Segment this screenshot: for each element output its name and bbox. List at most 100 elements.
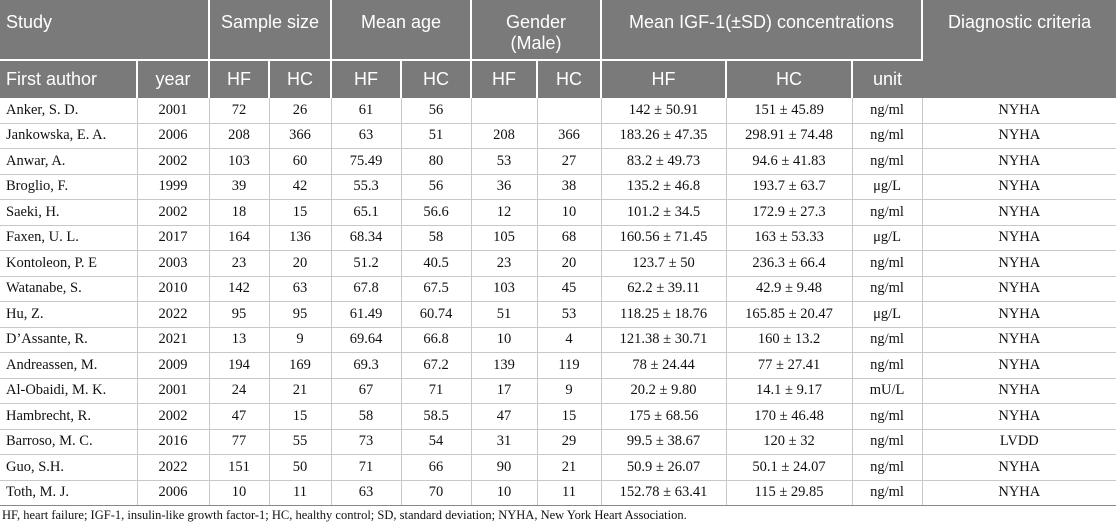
unit-cell: ng/ml [852,148,923,175]
igf-hc-cell: 170 ± 46.48 [726,403,853,430]
sample-size-hf-cell: 24 [209,378,270,404]
gender-hf-cell: 10 [471,480,538,506]
diagnostic-cell: NYHA [922,199,1116,226]
sample-size-hc-cell: 15 [269,199,332,226]
sample-size-hc-cell: 15 [269,403,332,430]
table-row: Hambrecht, R. 2002 47 15 58 58.5 47 15 175 ± 68.… [0,403,1116,430]
year-cell: 2022 [137,454,210,481]
diagnostic-cell: NYHA [922,250,1116,277]
sample-size-hf-cell: 151 [209,454,270,481]
header-igf-hf: HF [601,59,728,98]
header-study: Study [0,0,210,60]
table-row: Anker, S. D. 2001 72 26 61 56 142 ± 50.91 151 ±… [0,98,1116,124]
gender-hc-cell: 21 [537,454,602,481]
author-cell: Saeki, H. [0,199,138,226]
gender-hc-cell: 366 [537,123,602,149]
studies-table: Study Sample size Mean age Gender (Male)… [0,0,1116,506]
mean-age-hf-cell: 63 [331,480,402,506]
header-sample-size: Sample size [209,0,333,60]
igf-hc-cell: 77 ± 27.41 [726,352,853,379]
unit-cell: μg/L [852,174,923,200]
sample-size-hc-cell: 20 [269,250,332,277]
author-cell: Faxen, U. L. [0,225,138,251]
gender-hc-cell: 53 [537,301,602,328]
author-cell: Guo, S.H. [0,454,138,481]
sample-size-hf-cell: 23 [209,250,270,277]
unit-cell: ng/ml [852,429,923,455]
author-cell: Hambrecht, R. [0,403,138,430]
sample-size-hf-cell: 13 [209,327,270,353]
igf-hf-cell: 99.5 ± 38.67 [601,429,727,455]
year-cell: 1999 [137,174,210,200]
unit-cell: μg/L [852,225,923,251]
author-cell: Kontoleon, P. E [0,250,138,277]
year-cell: 2001 [137,98,210,124]
gender-hf-cell: 53 [471,148,538,175]
sample-size-hf-cell: 142 [209,276,270,302]
year-cell: 2002 [137,148,210,175]
igf-hf-cell: 121.38 ± 30.71 [601,327,727,353]
diagnostic-cell: NYHA [922,403,1116,430]
mean-age-hf-cell: 55.3 [331,174,402,200]
mean-age-hc-cell: 40.5 [401,250,472,277]
table-row: Watanabe, S. 2010 142 63 67.8 67.5 103 45 62.2 ±… [0,276,1116,302]
sample-size-hf-cell: 194 [209,352,270,379]
sample-size-hc-cell: 42 [269,174,332,200]
mean-age-hf-cell: 67 [331,378,402,404]
header-row-top: Study Sample size Mean age Gender (Male)… [0,0,1116,98]
year-cell: 2016 [137,429,210,455]
header-age-hc: HC [401,59,473,98]
gender-hf-cell: 17 [471,378,538,404]
mean-age-hf-cell: 61 [331,98,402,124]
diagnostic-cell: NYHA [922,225,1116,251]
table-row: Saeki, H. 2002 18 15 65.1 56.6 12 10 101.2 ± 34.… [0,199,1116,226]
header-diagnostic-criteria: Diagnostic criteria [922,0,1116,98]
header-igf: Mean IGF-1(±SD) concentrations [601,0,924,60]
gender-hf-cell: 12 [471,199,538,226]
gender-hf-cell: 36 [471,174,538,200]
gender-hc-cell: 27 [537,148,602,175]
year-cell: 2002 [137,403,210,430]
sample-size-hf-cell: 39 [209,174,270,200]
table-row: D’Assante, R. 2021 13 9 69.64 66.8 10 4 121.38 ±… [0,327,1116,353]
header-year: year [137,59,210,98]
unit-cell: ng/ml [852,123,923,149]
igf-hc-cell: 172.9 ± 27.3 [726,199,853,226]
gender-hf-cell: 51 [471,301,538,328]
table-row: Broglio, F. 1999 39 42 55.3 56 36 38 135.2 ± 46.… [0,174,1116,200]
author-cell: Broglio, F. [0,174,138,200]
mean-age-hc-cell: 54 [401,429,472,455]
sample-size-hc-cell: 60 [269,148,332,175]
mean-age-hf-cell: 65.1 [331,199,402,226]
igf-hc-cell: 163 ± 53.33 [726,225,853,251]
gender-hc-cell: 68 [537,225,602,251]
diagnostic-cell: NYHA [922,174,1116,200]
mean-age-hc-cell: 67.5 [401,276,472,302]
mean-age-hc-cell: 66.8 [401,327,472,353]
sample-size-hf-cell: 77 [209,429,270,455]
mean-age-hc-cell: 51 [401,123,472,149]
table-row: Andreassen, M. 2009 194 169 69.3 67.2 139 119 78… [0,352,1116,379]
igf-hf-cell: 101.2 ± 34.5 [601,199,727,226]
header-gender-hc: HC [537,59,603,98]
igf-hc-cell: 165.85 ± 20.47 [726,301,853,328]
sample-size-hc-cell: 21 [269,378,332,404]
unit-cell: ng/ml [852,327,923,353]
gender-hc-cell: 38 [537,174,602,200]
igf-hc-cell: 236.3 ± 66.4 [726,250,853,277]
author-cell: Anker, S. D. [0,98,138,124]
igf-hf-cell: 50.9 ± 26.07 [601,454,727,481]
sample-size-hf-cell: 103 [209,148,270,175]
gender-hc-cell: 10 [537,199,602,226]
igf-hc-cell: 50.1 ± 24.07 [726,454,853,481]
year-cell: 2010 [137,276,210,302]
table-footnote: HF, heart failure; IGF-1, insulin-like g… [2,508,687,522]
year-cell: 2002 [137,199,210,226]
gender-hf-cell: 31 [471,429,538,455]
gender-hf-cell: 10 [471,327,538,353]
igf-hf-cell: 83.2 ± 49.73 [601,148,727,175]
table-row: Kontoleon, P. E 2003 23 20 51.2 40.5 23 20 123.7… [0,250,1116,277]
author-cell: Watanabe, S. [0,276,138,302]
gender-hf-cell: 90 [471,454,538,481]
unit-cell: ng/ml [852,352,923,379]
